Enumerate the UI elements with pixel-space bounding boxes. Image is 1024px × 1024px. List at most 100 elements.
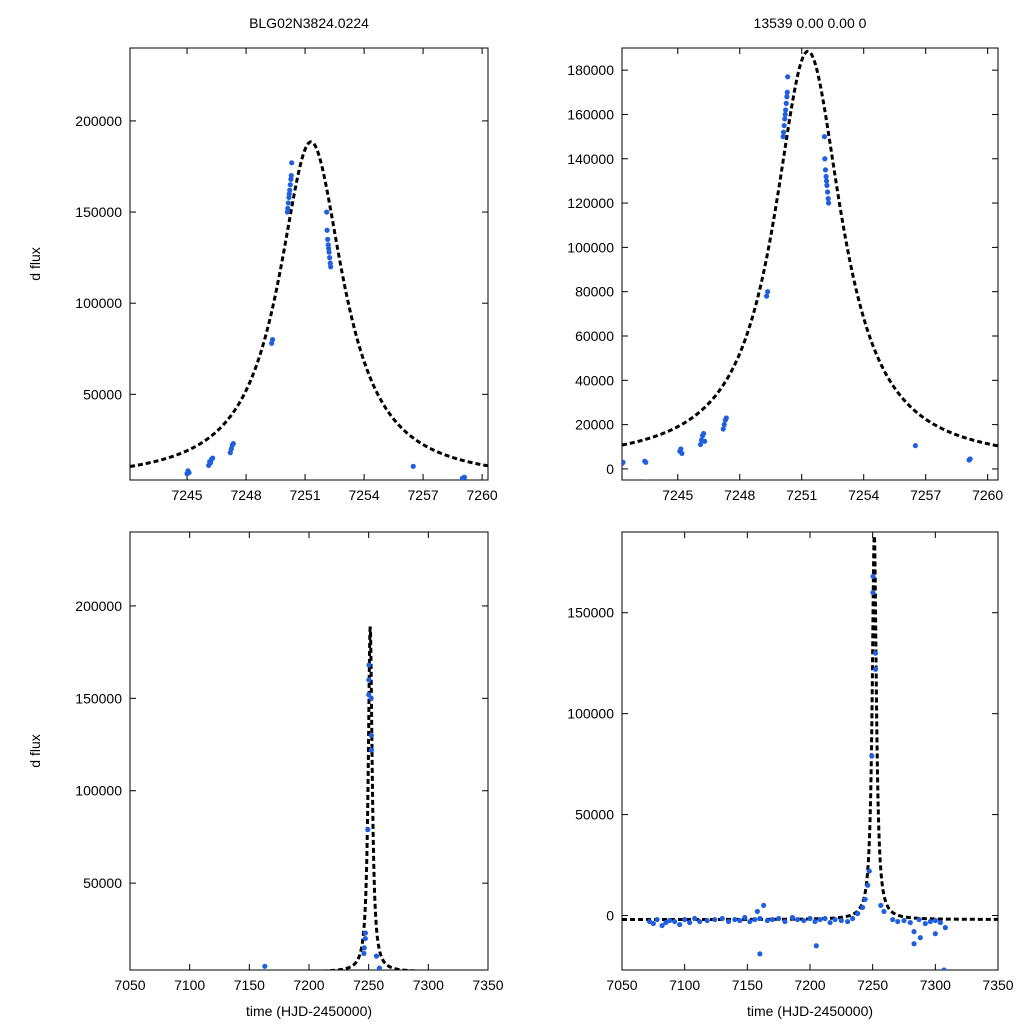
data-point [368,732,374,738]
y-tick-label: 60000 [575,328,614,344]
y-tick-label: 140000 [567,151,614,167]
data-points [646,573,948,970]
data-point [784,94,790,100]
data-points [622,74,973,480]
data-point [860,904,866,911]
data-point [757,951,763,957]
x-tick-label: 7251 [786,487,817,503]
data-point [719,915,725,922]
model-curve [622,49,998,448]
data-point [262,963,268,969]
data-point [785,74,791,80]
data-point [916,916,922,923]
data-point [362,935,368,942]
data-point [870,573,876,580]
y-tick-label: 200000 [75,113,122,129]
data-point [461,474,467,480]
x-tick-label: 7150 [234,977,265,993]
x-axis-label: time (HJD-2450000) [747,1003,873,1019]
data-point [376,965,383,970]
data-point [911,941,917,947]
y-tick-label: 80000 [575,284,614,300]
data-point [878,902,884,909]
data-point [645,479,649,480]
data-point [872,650,879,656]
data-point [764,917,770,924]
data-point [365,826,371,833]
data-point [855,910,861,917]
data-point [210,455,216,461]
data-point [687,919,693,926]
data-point [781,122,787,129]
y-tick-label: 120000 [567,195,614,211]
data-point [650,920,656,927]
data-point [368,695,374,701]
data-point [817,916,823,923]
x-tick-label: 7350 [472,977,503,993]
data-point [967,456,973,462]
data-point [697,918,703,925]
data-point [410,463,416,469]
data-point [869,753,875,759]
data-point [659,922,665,929]
data-point [324,209,330,215]
y-tick-label: 150000 [75,690,122,706]
data-point [654,916,660,923]
x-tick-label: 7257 [910,487,941,503]
y-tick-label: 50000 [83,875,122,891]
y-tick-label: 0 [606,908,614,924]
data-point [824,182,830,188]
y-tick-label: 160000 [567,106,614,122]
data-point [783,100,789,106]
data-point [862,896,868,902]
data-point [789,914,796,921]
data-point [769,916,776,923]
data-point [361,945,367,951]
x-tick-label: 7350 [982,977,1013,993]
data-point [907,919,913,926]
data-point [285,205,291,212]
panel-top-left: 7245 7248 7251 7254 7257 7260 50000 100000 15000… [27,15,498,503]
x-tick-label: 7050 [606,977,637,993]
data-point [368,747,375,753]
x-axis-label: time (HJD-2450000) [246,1003,372,1019]
y-tick-label: 150000 [567,605,614,621]
data-point [807,915,813,922]
data-point [764,293,770,299]
data-point [373,953,380,959]
y-tick-label: 100000 [567,706,614,722]
model-curve [130,140,488,468]
data-point [812,918,818,925]
data-point [801,917,807,924]
panel-bottom-left: 7050 7100 7150 7200 7250 7300 7350 50000 100000 1… [27,531,504,1019]
x-tick-label: 7100 [174,977,205,993]
x-tick-label: 7245 [171,487,202,503]
data-point [782,918,788,925]
data-point [845,918,851,925]
y-tick-label: 150000 [75,204,122,220]
x-tick-label: 7260 [972,487,1003,503]
y-tick-label: 50000 [575,807,614,823]
y-tick-label: 100000 [75,295,122,311]
y-tick-label: 100000 [75,783,122,799]
data-point [866,868,872,874]
data-point [794,916,801,923]
data-point [927,918,933,925]
x-tick-label: 7257 [408,487,439,503]
y-axis-label: d flux [27,247,43,280]
data-point [289,160,295,166]
data-point [737,917,743,924]
data-point [942,925,948,931]
data-point [911,929,917,935]
plot-frame [129,531,489,971]
plot-frame [621,47,999,481]
data-point [780,129,787,135]
y-tick-label: 20000 [575,417,614,433]
data-point [712,916,718,923]
data-point [721,422,727,428]
data-point [366,692,372,698]
data-point [230,440,236,447]
data-point [823,173,829,180]
data-point [822,915,828,922]
